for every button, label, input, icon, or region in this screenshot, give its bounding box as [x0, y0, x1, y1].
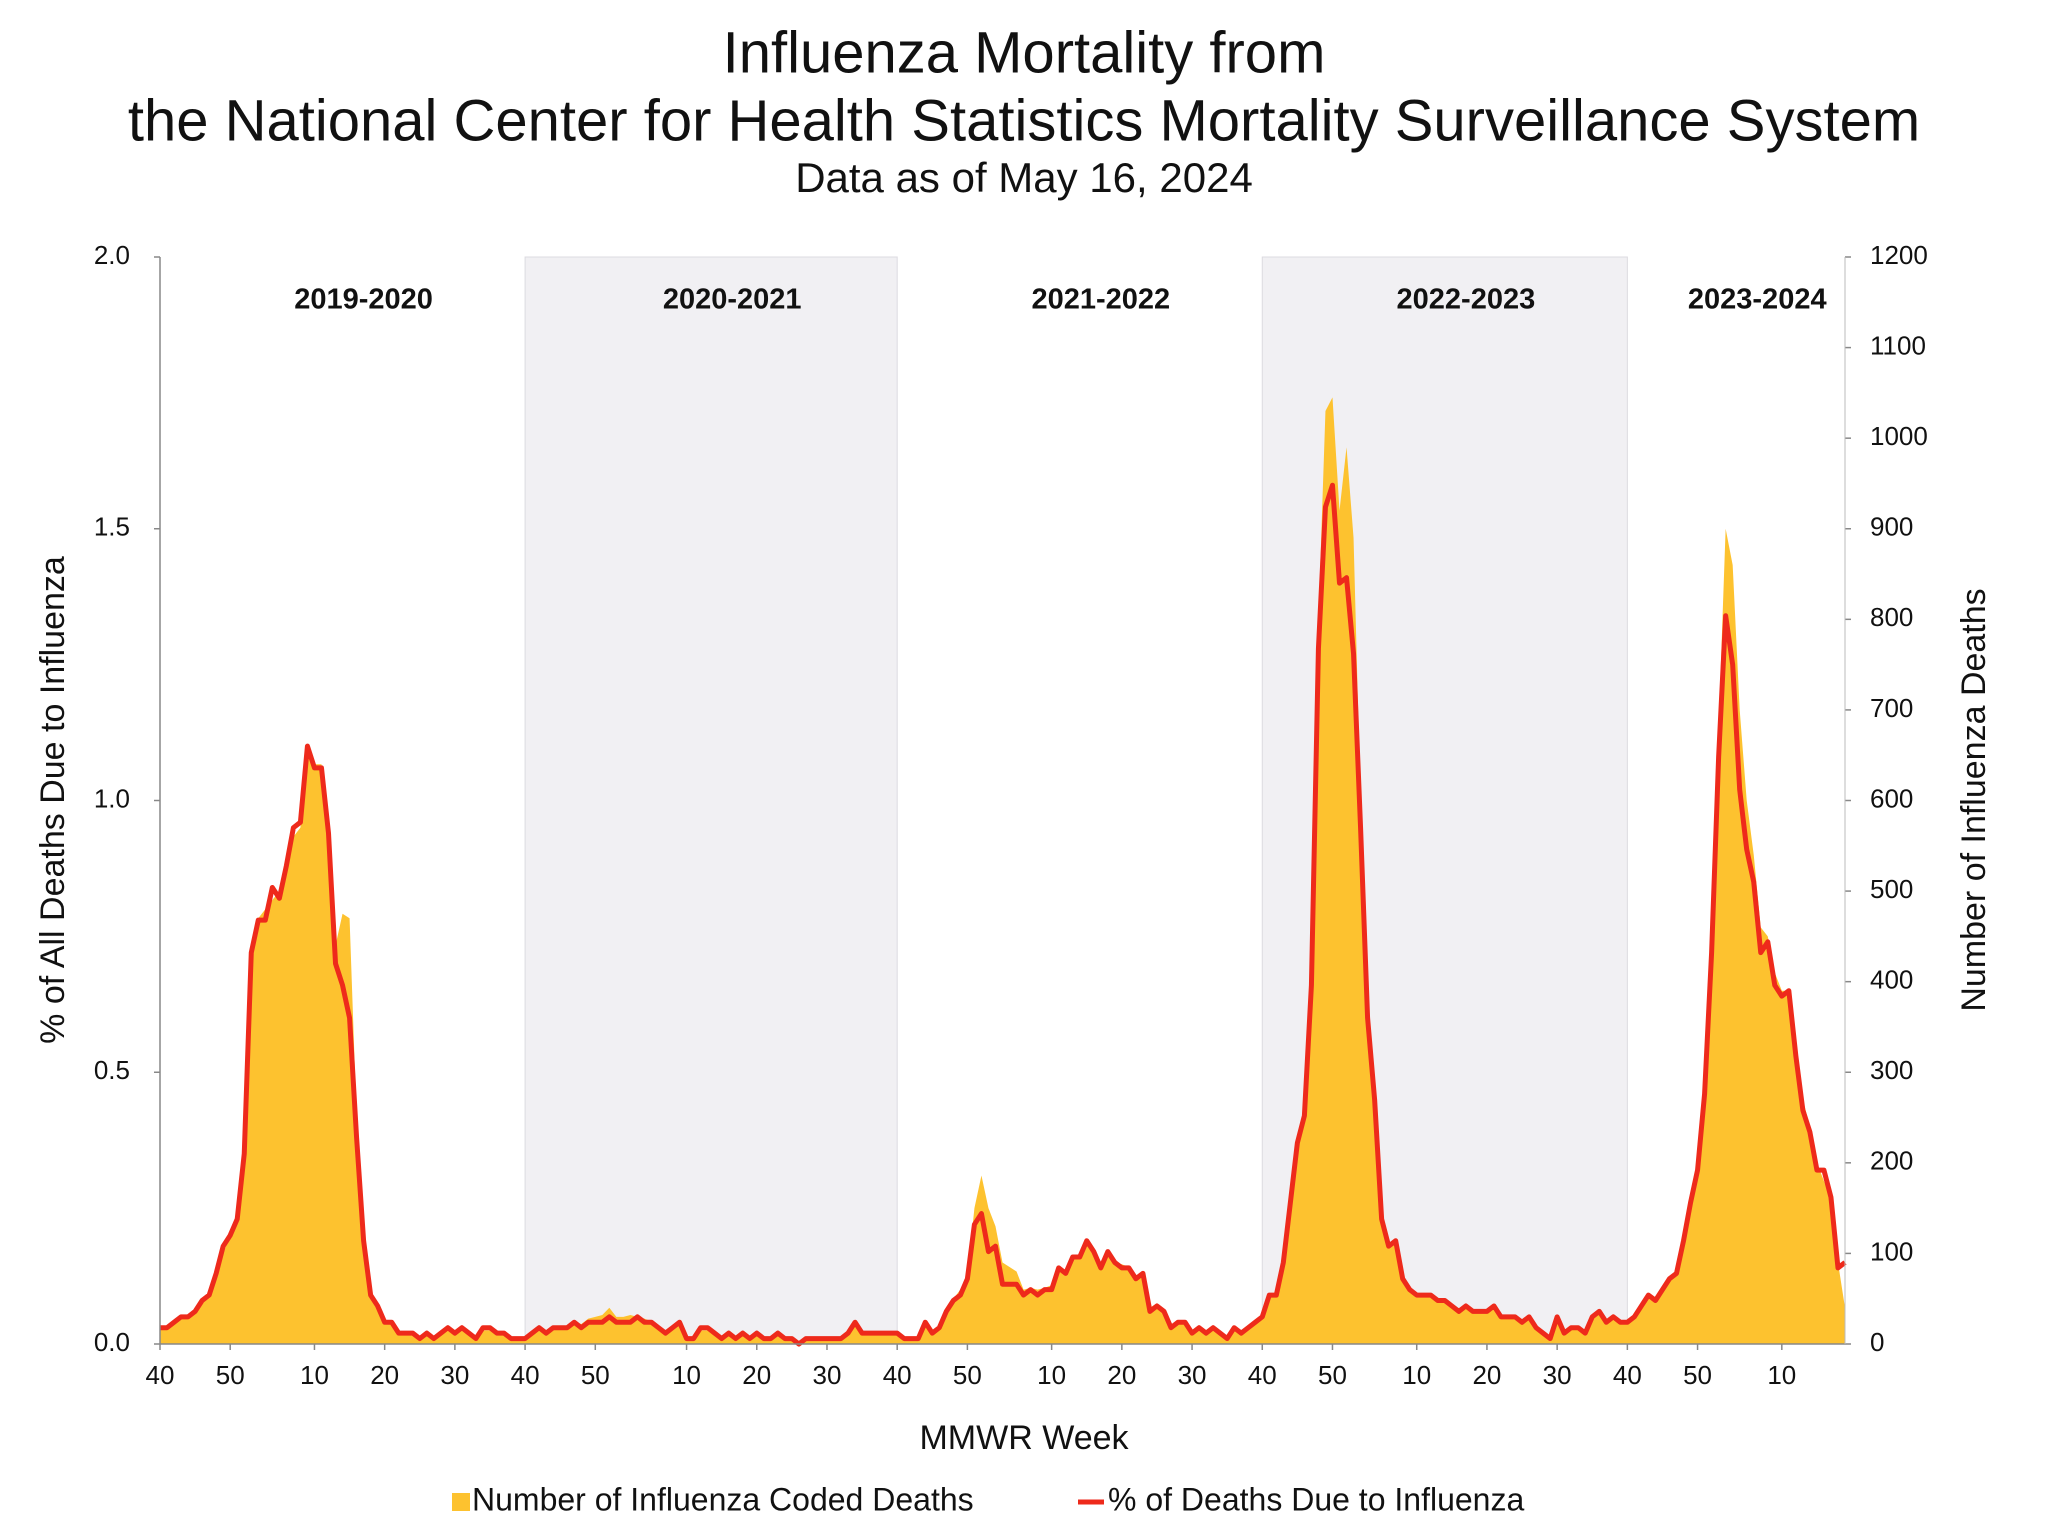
y2-tick-label: 500: [1870, 874, 1913, 904]
x-tick-label: 30: [1543, 1360, 1572, 1390]
y-tick-label: 1.0: [94, 783, 130, 813]
x-tick-label: 30: [813, 1360, 842, 1390]
x-tick-label: 50: [1683, 1360, 1712, 1390]
legend-swatch: [452, 1493, 470, 1511]
season-label: 2022-2023: [1397, 284, 1536, 316]
x-tick-label: 40: [1248, 1360, 1277, 1390]
x-tick-label: 10: [1037, 1360, 1066, 1390]
legend-label: Number of Influenza Coded Deaths: [472, 1481, 974, 1517]
x-tick-label: 50: [581, 1360, 610, 1390]
x-tick-label: 10: [672, 1360, 701, 1390]
y2-tick-label: 200: [1870, 1146, 1913, 1176]
season-bands: [524, 256, 1628, 1345]
y2-tick-label: 300: [1870, 1055, 1913, 1085]
x-tick-label: 50: [216, 1360, 245, 1390]
season-band: [524, 256, 898, 1345]
chart-subtitle: Data as of May 16, 2024: [795, 154, 1253, 201]
x-tick-label: 40: [883, 1360, 912, 1390]
percent-line: [160, 482, 1847, 1347]
x-tick-label: 40: [1613, 1360, 1642, 1390]
legend-label: % of Deaths Due to Influenza: [1108, 1481, 1524, 1517]
y2-tick-label: 1200: [1870, 240, 1928, 270]
y2-axis-title: Number of Influenza Deaths: [1955, 588, 1993, 1011]
y-tick-label: 1.5: [94, 512, 130, 542]
season-label: 2020-2021: [663, 284, 802, 316]
y-tick-label: 0.0: [94, 1327, 130, 1357]
y2-tick-label: 900: [1870, 512, 1913, 542]
season-label: 2019-2020: [294, 284, 433, 316]
y2-tick-label: 0: [1870, 1327, 1884, 1357]
y-tick-label: 0.5: [94, 1055, 130, 1085]
y2-tick-label: 1100: [1870, 330, 1926, 360]
x-tick-label: 50: [1318, 1360, 1347, 1390]
y2-tick-label: 700: [1870, 693, 1913, 723]
x-axis-title: MMWR Week: [919, 1419, 1129, 1457]
x-tick-label: 40: [511, 1360, 540, 1390]
y2-tick-label: 1000: [1870, 421, 1928, 451]
chart-title: the National Center for Health Statistic…: [128, 88, 1920, 153]
x-tick-label: 30: [1178, 1360, 1207, 1390]
x-tick-label: 20: [1472, 1360, 1501, 1390]
season-label: 2021-2022: [1031, 284, 1170, 316]
y-axis-title: % of All Deaths Due to Influenza: [34, 556, 72, 1044]
x-tick-label: 10: [1767, 1360, 1796, 1390]
x-tick-label: 10: [300, 1360, 329, 1390]
y2-tick-label: 100: [1870, 1236, 1913, 1266]
x-tick-label: 10: [1402, 1360, 1431, 1390]
x-tick-label: 20: [742, 1360, 771, 1390]
y-tick-label: 2.0: [94, 240, 130, 270]
chart-title: Influenza Mortality from: [723, 20, 1326, 85]
x-tick-label: 50: [953, 1360, 982, 1390]
x-tick-label: 20: [370, 1360, 399, 1390]
y2-tick-label: 400: [1870, 965, 1913, 995]
season-label: 2023-2024: [1688, 284, 1827, 316]
deaths-area: [160, 397, 1845, 1344]
y2-tick-label: 800: [1870, 602, 1913, 632]
y2-tick-label: 600: [1870, 783, 1913, 813]
x-tick-label: 40: [146, 1360, 175, 1390]
x-tick-label: 30: [440, 1360, 469, 1390]
x-tick-label: 20: [1107, 1360, 1136, 1390]
